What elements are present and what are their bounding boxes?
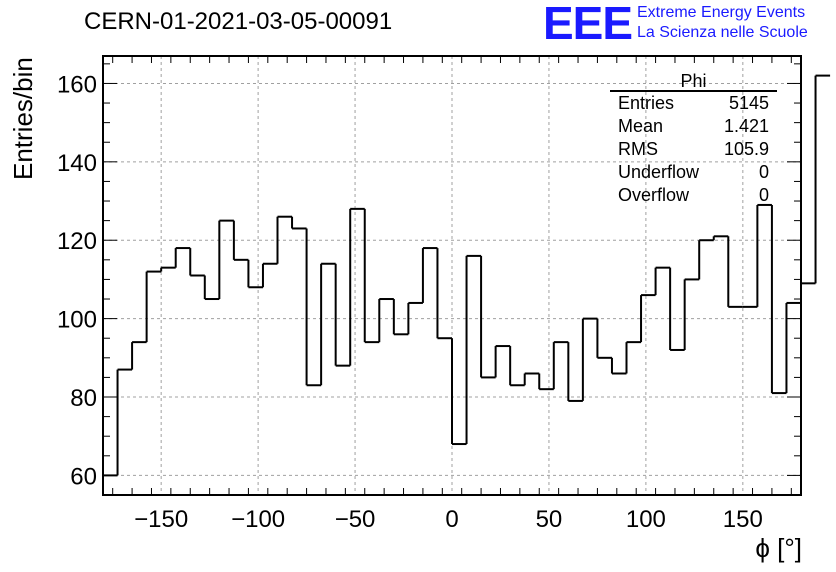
x-tick-label: 100: [626, 506, 666, 533]
x-tick-label: −100: [231, 506, 285, 533]
y-tick-label: 100: [57, 307, 97, 334]
stats-row-mean: Mean 1.421: [610, 115, 777, 138]
x-tick-label: −150: [134, 506, 188, 533]
x-tick-label: 0: [445, 506, 458, 533]
plot-frame: [102, 55, 802, 496]
stats-title: Phi: [610, 72, 777, 92]
y-tick-label: 60: [70, 463, 97, 490]
stats-value: 0: [758, 185, 769, 205]
x-tick-label: 150: [723, 506, 763, 533]
stats-label: RMS: [618, 139, 658, 159]
y-tick-label: 140: [57, 150, 97, 177]
stats-label: Entries: [618, 93, 675, 113]
stats-label: Underflow: [618, 162, 700, 182]
stats-row-rms: RMS 105.9: [610, 138, 777, 161]
stats-label: Mean: [618, 116, 664, 136]
chart-title: CERN-01-2021-03-05-00091: [84, 8, 393, 35]
logo-line-2: La Scienza nelle Scuole: [637, 24, 808, 41]
stats-value: 5145: [728, 93, 769, 113]
stats-row-overflow: Overflow 0: [610, 184, 777, 207]
stats-value: 0: [758, 162, 769, 182]
stats-label: Overflow: [618, 185, 690, 205]
x-tick-label: 50: [536, 506, 563, 533]
y-tick-label: 120: [57, 228, 97, 255]
logo-caption: Extreme Energy Events La Scienza nelle S…: [637, 3, 808, 43]
y-tick-label: 160: [57, 71, 97, 98]
stats-value: 105.9: [723, 139, 769, 159]
x-axis-label: ϕ [°]: [755, 533, 802, 563]
x-tick-label: −50: [335, 506, 376, 533]
y-tick-label: 80: [70, 385, 97, 412]
eee-logo: EEE: [543, 0, 633, 49]
logo-line-1: Extreme Energy Events: [637, 4, 806, 21]
stats-box: Phi Entries 5145 Mean 1.421 RMS 105.9 Un…: [610, 72, 777, 207]
stats-row-entries: Entries 5145: [610, 92, 777, 115]
stats-value: 1.421: [723, 116, 769, 136]
stats-row-underflow: Underflow 0: [610, 161, 777, 184]
